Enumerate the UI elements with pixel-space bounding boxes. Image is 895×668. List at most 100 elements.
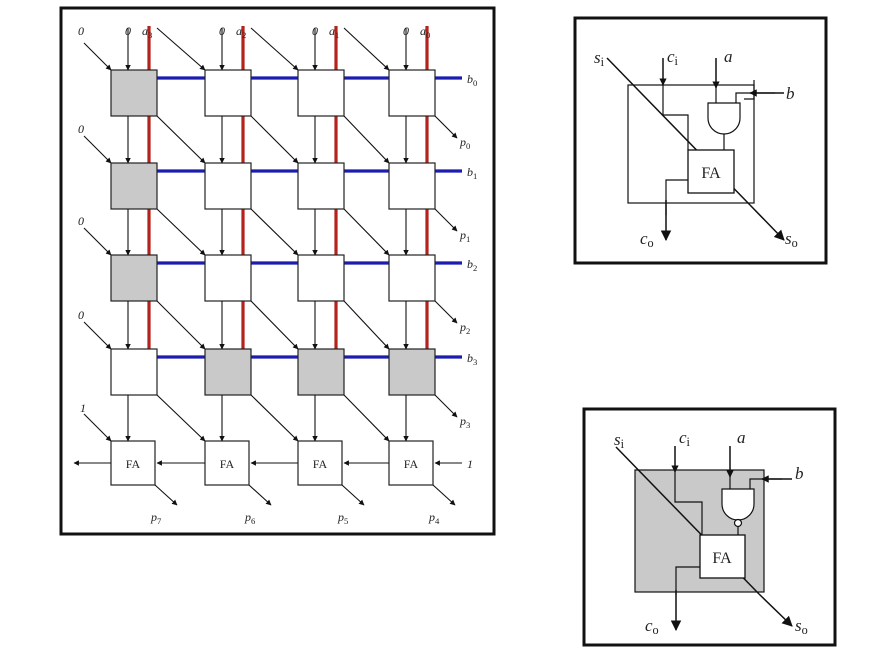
product-arrow <box>434 115 458 139</box>
cell-detail-plain-panel: FA si ci a b co so <box>573 16 828 265</box>
fa-label: FA <box>712 550 732 567</box>
b-input-label-b1: b1 <box>467 165 477 181</box>
b-label: b <box>786 84 795 103</box>
s-in-label: si <box>614 430 625 451</box>
carry-in-wire <box>662 85 689 150</box>
carry-out-wire <box>675 566 700 595</box>
zero-input-label: 0 <box>78 214 84 228</box>
sum-arrow <box>250 394 299 442</box>
product-arrow <box>432 484 456 506</box>
sum-out-arrow <box>758 593 793 627</box>
b-input-label-b0: b0 <box>467 72 477 88</box>
product-arrow <box>434 208 458 232</box>
multiplier-cell <box>204 348 252 396</box>
product-label-p0: p0 <box>459 135 470 151</box>
product-arrow <box>434 300 458 324</box>
s-out-label: so <box>795 616 808 637</box>
multiplier-cell <box>297 69 345 117</box>
fa-label: FA <box>313 457 328 471</box>
sum-arrow <box>83 321 112 350</box>
zero-input-label: 0 <box>78 308 84 322</box>
multiplier-cell <box>388 254 436 302</box>
sum-arrow <box>156 27 206 71</box>
sum-arrow <box>250 300 299 350</box>
product-label-p1: p1 <box>459 228 470 244</box>
multiplier-cell <box>204 254 252 302</box>
b-input-label-b3: b3 <box>467 351 477 367</box>
sum-arrow <box>83 42 112 71</box>
multiplier-cell <box>388 69 436 117</box>
a-input-label-a2: a2 <box>236 24 246 40</box>
nand-gate <box>721 488 755 521</box>
product-label-p6: p6 <box>244 510 256 526</box>
final-adder-cell <box>110 440 156 486</box>
sum-arrow <box>83 227 112 256</box>
sum-arrow <box>250 27 299 71</box>
sum-arrow <box>343 300 390 350</box>
array-multiplier-panel: a30a20a10a000b0b1b2b3p00p10p20p31FAp7FAp… <box>59 6 496 536</box>
sum-out-arrow <box>749 204 785 241</box>
multiplier-cell <box>297 254 345 302</box>
product-label-p7: p7 <box>150 510 162 526</box>
fa-label: FA <box>126 457 141 471</box>
sum-arrow <box>156 300 206 350</box>
multiplier-cell <box>110 348 158 396</box>
sum-arrow <box>343 208 390 256</box>
fa-label: FA <box>220 457 235 471</box>
multiplier-cell <box>110 162 158 210</box>
multiplier-cell <box>204 69 252 117</box>
c-in-label: ci <box>679 428 691 449</box>
sum-arrow <box>250 115 299 164</box>
a-label: a <box>737 428 746 447</box>
and-gate <box>707 102 741 135</box>
c-out-label: co <box>640 229 654 250</box>
product-arrow <box>248 484 272 506</box>
final-adder-cell <box>388 440 434 486</box>
sum-arrow <box>343 27 390 71</box>
sum-arrow <box>156 115 206 164</box>
product-label-p5: p5 <box>337 510 348 526</box>
fa-label: FA <box>404 457 419 471</box>
sum-arrow <box>343 115 390 164</box>
product-arrow <box>154 484 178 506</box>
product-arrow <box>341 484 365 506</box>
fa-label: FA <box>701 165 721 182</box>
multiplier-cell <box>388 162 436 210</box>
multiplier-cell <box>110 254 158 302</box>
product-label-p3: p3 <box>459 414 470 430</box>
one-input-label: 1 <box>467 457 473 471</box>
c-in-label: ci <box>667 47 679 68</box>
a-input-label-a0: a0 <box>420 24 430 40</box>
product-label-p2: p2 <box>459 320 470 336</box>
b-label: b <box>795 464 804 483</box>
carry-in-wire <box>674 472 703 535</box>
a-input-label-a3: a3 <box>142 24 152 40</box>
a-input-label-a1: a1 <box>329 24 339 40</box>
product-arrow <box>434 394 458 418</box>
multiplier-cell <box>297 348 345 396</box>
product-label-p4: p4 <box>428 510 440 526</box>
multiplier-cell <box>388 348 436 396</box>
multiplier-cell <box>297 162 345 210</box>
one-input-label: 1 <box>80 401 86 415</box>
sum-arrow <box>156 394 206 442</box>
zero-input-label: 0 <box>78 24 84 38</box>
full-adder-box <box>699 534 746 579</box>
sum-arrow <box>83 413 112 442</box>
multiplier-cell <box>204 162 252 210</box>
s-in-label: si <box>594 48 605 69</box>
b-input-label-b2: b2 <box>467 257 477 273</box>
sum-arrow <box>250 208 299 256</box>
full-adder-box <box>687 149 735 194</box>
sum-arrow <box>83 135 112 164</box>
array-layer: a30a20a10a000b0b1b2b3p00p10p20p31FAp7FAp… <box>73 24 477 526</box>
zero-input-label: 0 <box>78 122 84 136</box>
cell-detail-shaded-panel: FA si ci a b co so <box>582 407 837 647</box>
a-label: a <box>724 47 733 66</box>
s-out-label: so <box>785 229 798 250</box>
b-pass-wire <box>744 80 755 100</box>
c-out-label: co <box>645 616 659 637</box>
sum-arrow <box>156 208 206 256</box>
multiplier-cell <box>110 69 158 117</box>
